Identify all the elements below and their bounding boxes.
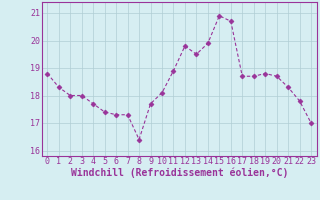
X-axis label: Windchill (Refroidissement éolien,°C): Windchill (Refroidissement éolien,°C) bbox=[70, 168, 288, 178]
